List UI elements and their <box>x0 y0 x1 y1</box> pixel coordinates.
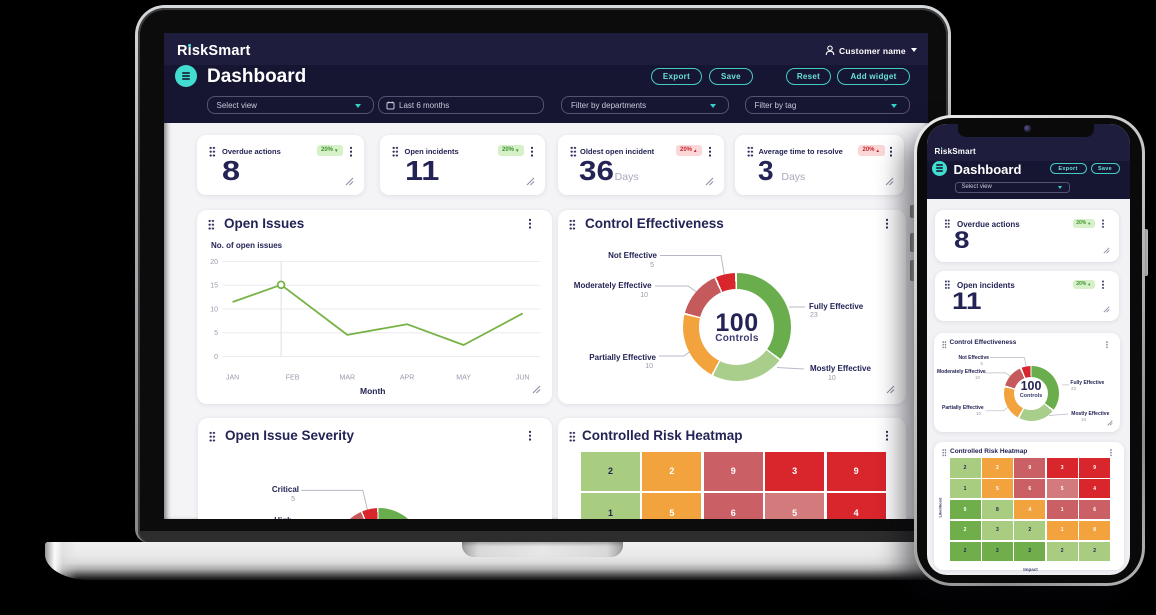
svg-text:MAY: MAY <box>456 374 471 381</box>
svg-text:10: 10 <box>210 306 218 313</box>
svg-text:JAN: JAN <box>226 374 239 381</box>
svg-text:0: 0 <box>214 354 218 361</box>
svg-text:MAR: MAR <box>340 374 356 381</box>
svg-text:JUN: JUN <box>516 374 530 381</box>
svg-text:15: 15 <box>210 282 218 289</box>
svg-text:FEB: FEB <box>286 374 300 381</box>
svg-text:5: 5 <box>214 330 218 337</box>
svg-text:APR: APR <box>400 374 414 381</box>
svg-text:20: 20 <box>210 259 218 266</box>
